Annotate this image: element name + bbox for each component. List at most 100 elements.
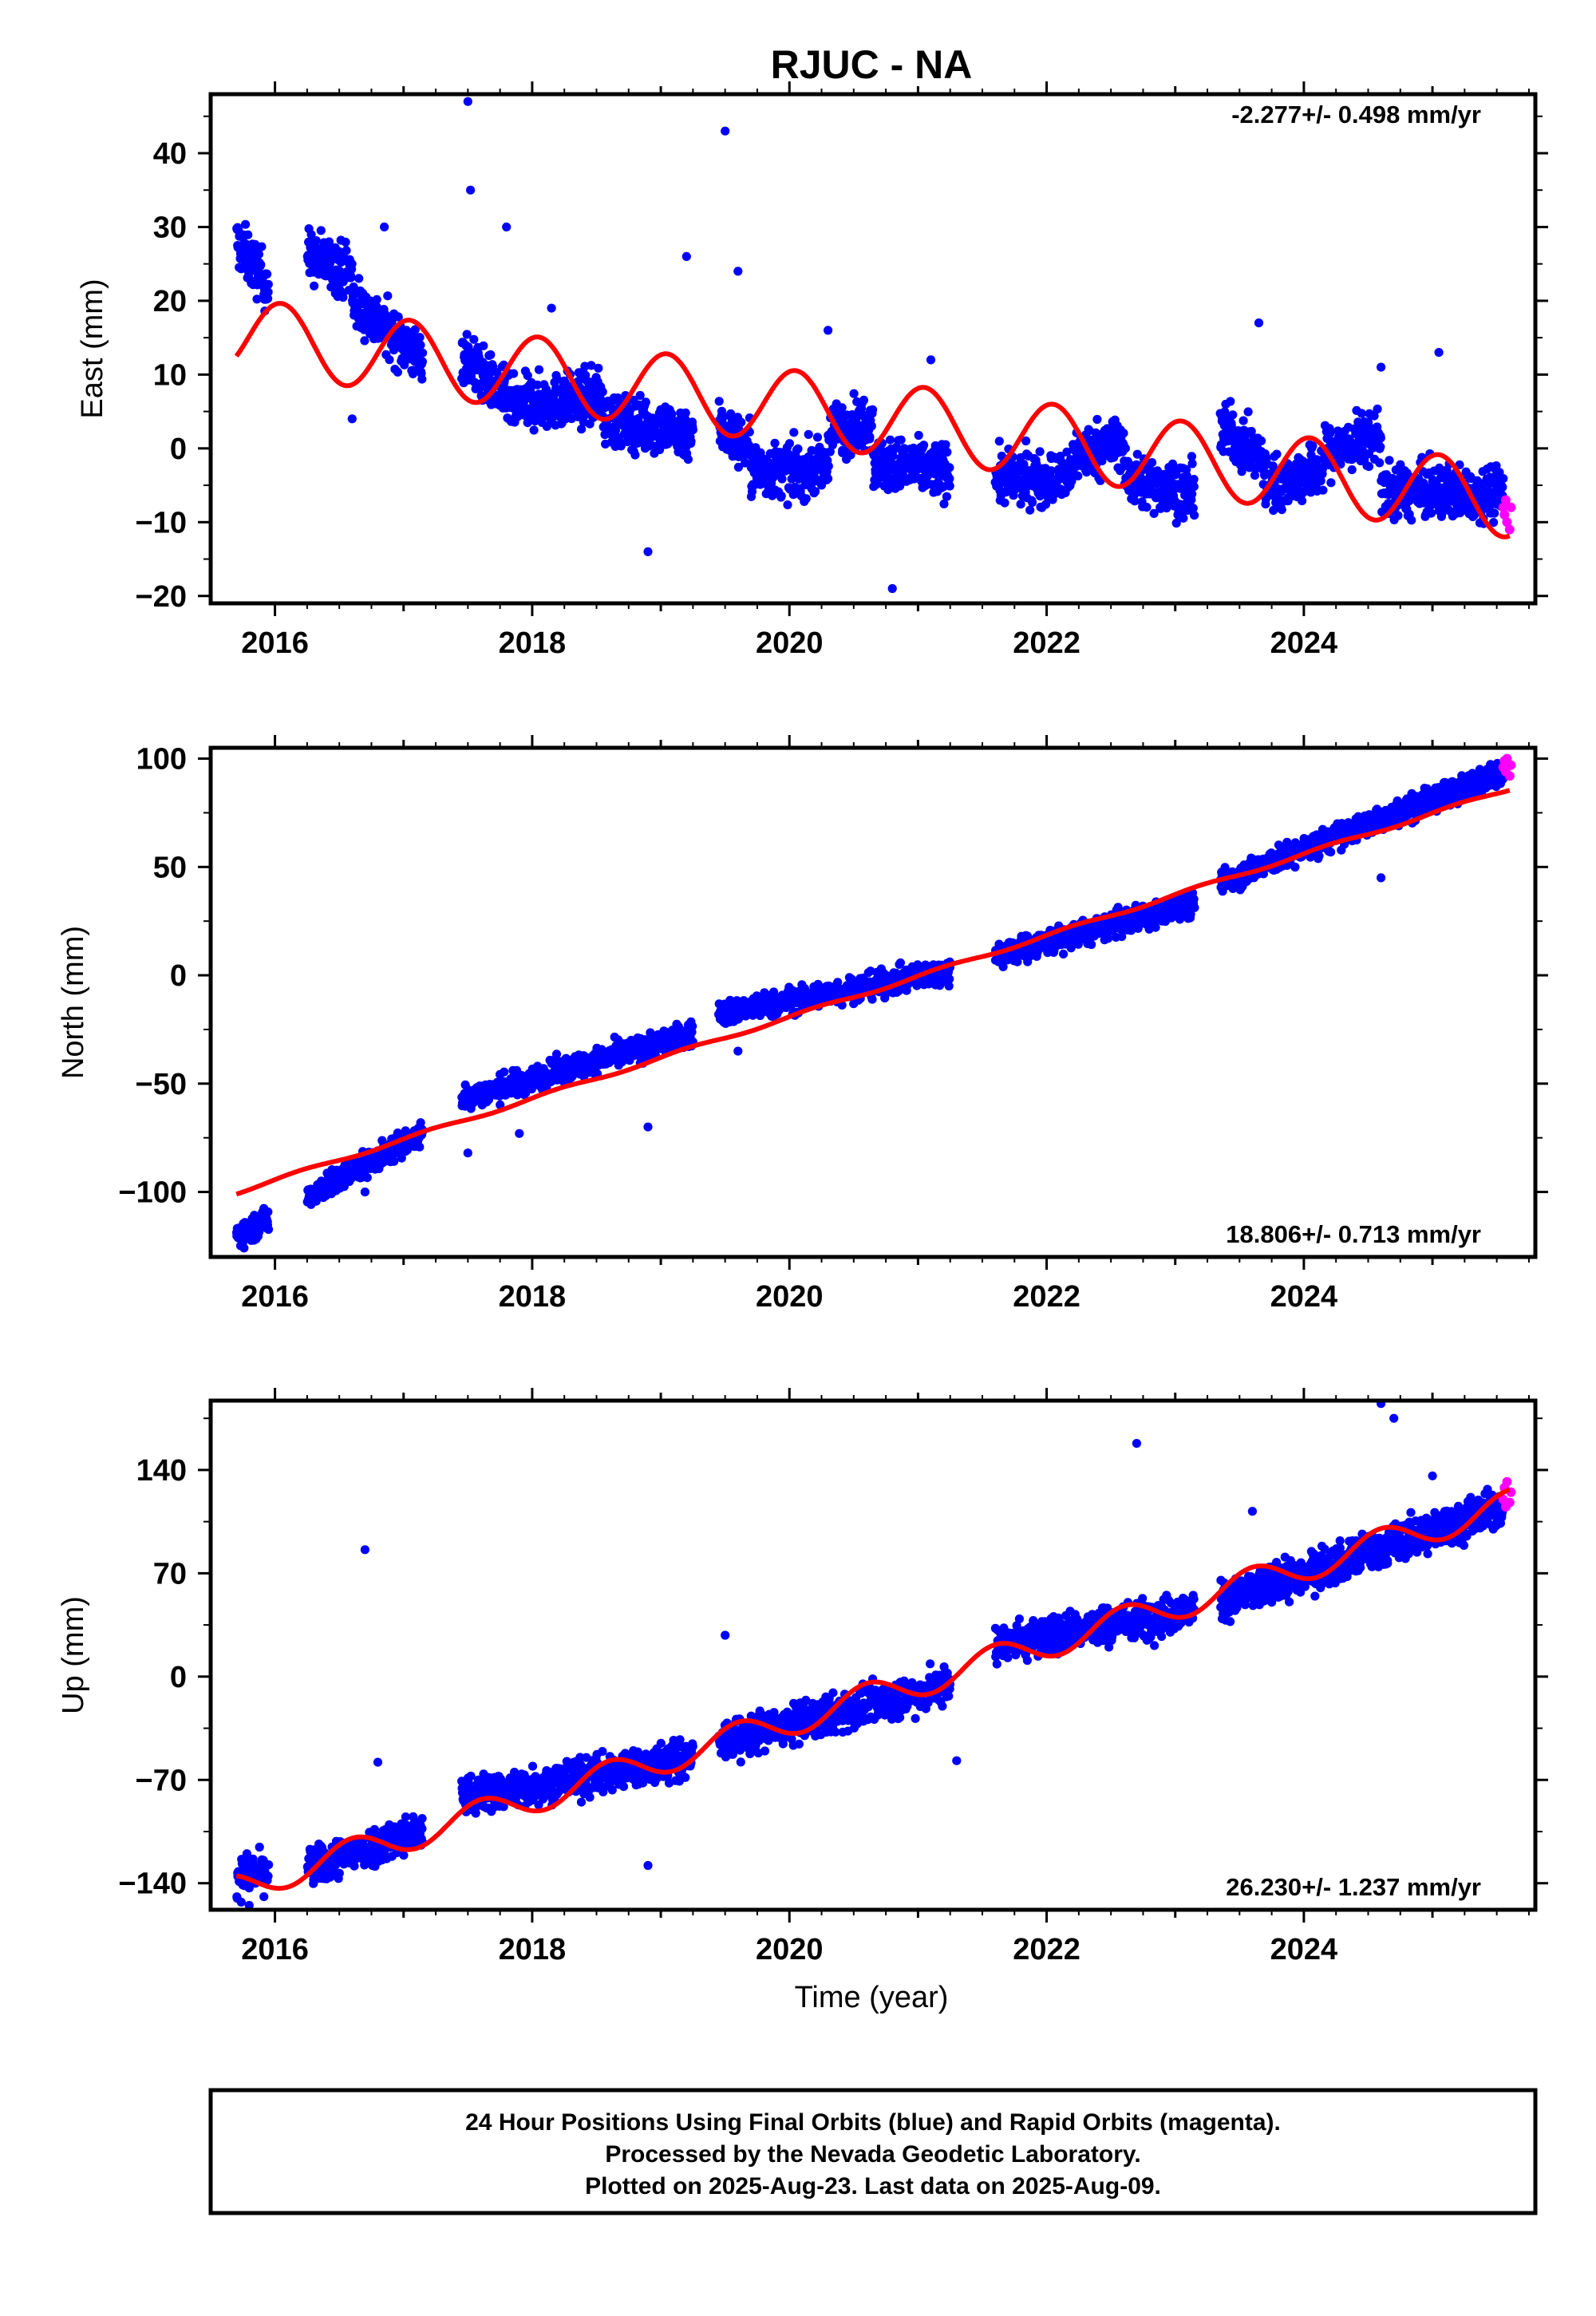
final-orbit-point [1325,429,1335,438]
final-orbit-point [825,447,835,456]
final-orbit-point [1187,459,1197,468]
final-orbit-point [263,279,273,289]
final-orbit-point [1019,462,1029,472]
final-orbit-point [1188,504,1198,513]
final-orbit-point [410,325,420,334]
final-orbit-point [1151,923,1160,932]
final-orbit-point [1364,462,1374,472]
final-orbit-point [324,237,334,247]
final-orbit-point [360,336,369,346]
final-orbit-point [945,474,954,484]
final-orbit-point [1376,442,1385,452]
final-orbit-point [777,474,787,484]
final-orbit-point [1021,436,1031,446]
final-orbit-point [1059,949,1069,958]
final-orbit-point [509,369,519,378]
rapid-orbit-point [1502,517,1512,528]
final-orbit-point [616,441,626,451]
final-orbit-point [1318,485,1328,495]
final-orbit-point [1243,407,1253,417]
final-orbit-point [1073,471,1083,481]
x-tick-label: 2018 [499,626,567,660]
final-orbit-point [1092,414,1102,425]
final-orbit-point [372,294,381,304]
final-orbit-point [939,499,949,509]
final-orbit-point [784,439,795,449]
outlier-point [547,303,556,313]
final-orbit-point [362,1173,372,1183]
rapid-orbit-point [1506,502,1516,512]
data-layer [231,753,1516,1253]
final-orbit-point [1269,505,1278,516]
outlier-point [887,583,897,594]
outlier-point [926,355,936,365]
final-orbit-point [598,387,607,397]
final-orbit-point [1220,407,1230,417]
final-orbit-point [942,492,951,501]
final-orbit-point [824,461,833,471]
final-orbit-point [812,433,823,442]
final-orbit-point [311,236,321,246]
final-orbit-point [1298,496,1307,506]
final-orbit-point [341,237,350,247]
final-orbit-point [1190,511,1199,520]
final-orbit-point [718,412,728,422]
final-orbit-point [945,463,954,472]
final-orbit-point [610,425,621,436]
final-orbit-point [1120,444,1130,453]
final-orbit-point [733,462,744,472]
final-orbit-point [241,219,251,229]
final-orbit-point [914,430,923,441]
final-orbit-point [1490,508,1499,518]
final-orbit-point [385,355,394,365]
final-orbit-point [523,418,532,428]
final-orbit-point [1277,505,1286,515]
final-orbit-point [1250,471,1260,480]
final-orbit-point [1376,433,1385,443]
final-orbit-point [347,259,357,269]
final-orbit-point [1407,516,1416,525]
outlier-point [347,414,357,424]
final-orbit-point [306,230,316,239]
final-orbit-point [523,371,532,381]
final-orbit-point [737,417,746,427]
outlier-point [1377,362,1386,372]
final-orbit-point [1489,518,1499,528]
final-orbit-point [1062,447,1072,457]
final-orbit-point [416,340,425,350]
final-orbit-point [496,1100,505,1109]
final-orbit-point [551,1049,562,1059]
final-orbit-point [1046,466,1057,476]
final-orbit-point [1016,500,1025,509]
final-orbit-point [1189,482,1199,492]
final-orbit-point [833,978,843,987]
y-tick-label: −10 [136,506,187,539]
x-tick-label: 2022 [1013,626,1080,660]
final-orbit-point [417,357,428,366]
final-orbit-point [239,1243,249,1253]
final-orbit-point [393,1128,402,1138]
outlier-point [733,267,743,276]
final-orbit-point [1226,397,1235,406]
final-orbit-point [310,281,319,290]
final-orbit-point [1272,449,1282,459]
final-orbit-point [776,491,786,501]
final-orbit-point [1162,503,1171,513]
y-tick-label: 40 [153,137,187,171]
rapid-orbit-point [1500,495,1511,505]
final-orbit-point [316,226,326,235]
final-orbit-point [1393,511,1403,520]
figure-title: RJUC - NA [771,42,973,87]
outlier-point [1434,348,1444,358]
final-orbit-point [686,437,696,446]
final-orbit-point [529,425,539,435]
model-fit-line [234,301,1511,539]
final-orbit-point [867,421,876,431]
final-orbit-point [346,273,356,283]
final-orbit-point [688,425,698,435]
final-orbit-point [1357,409,1366,418]
final-orbit-point [630,450,640,460]
final-orbit-point [688,1022,697,1031]
rate-annotation: -2.277+/- 0.498 mm/yr [1231,101,1481,128]
final-orbit-point [747,487,757,496]
